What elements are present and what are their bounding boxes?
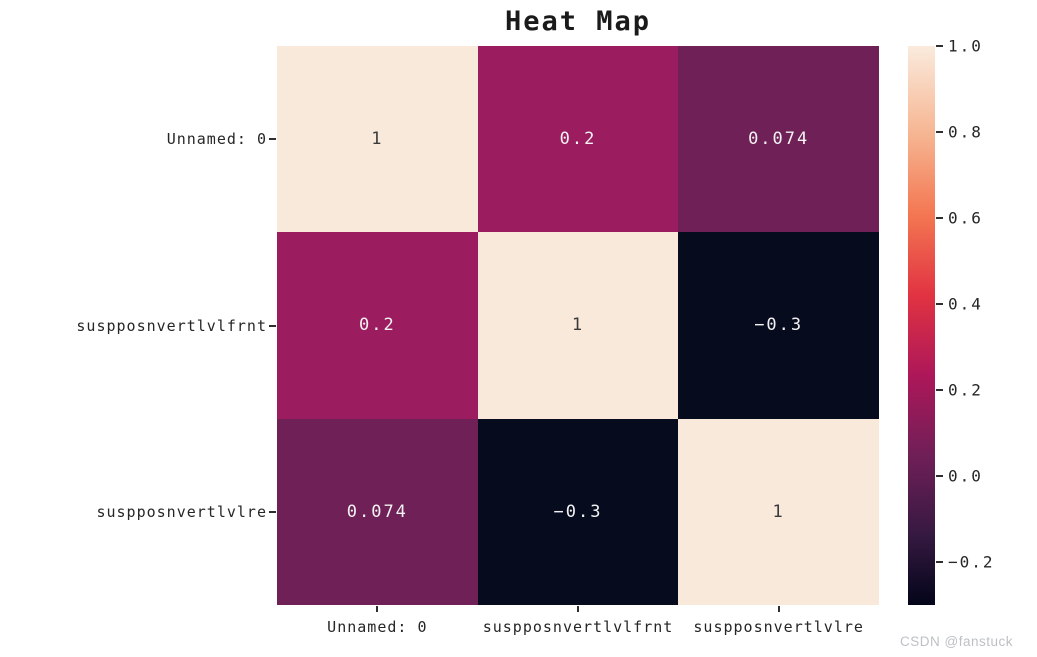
x-tick-2: [777, 606, 780, 612]
cell-value: −0.3: [553, 501, 603, 522]
x-axis-label-1: suspposnvertlvlfrnt: [482, 618, 674, 636]
cell-value: 1: [371, 129, 384, 150]
colorbar-tick-6: [936, 561, 943, 563]
x-tick-1: [577, 606, 579, 612]
colorbar-tick-label-6: −0.2: [948, 552, 995, 572]
cell-value: 1: [772, 501, 785, 522]
cell-value: 0.074: [748, 129, 810, 150]
y-tick-2: [269, 510, 276, 513]
y-tick-1: [269, 324, 276, 327]
colorbar-tick-label-0: 1.0: [948, 36, 983, 56]
x-axis-label-0: Unnamed: 0: [327, 618, 428, 636]
colorbar-tick-4: [936, 389, 943, 391]
heatmap-cell-r0c1: 0.2: [477, 46, 679, 233]
heatmap-plot: 1 0.2 0.074 0.2 1 −0.3 0.074 −0.3 1: [277, 46, 879, 605]
cell-value: −0.3: [754, 315, 804, 336]
y-axis-label-1: suspposnvertlvlfrnt: [76, 316, 267, 335]
heatmap-cell-r2c0: 0.074: [277, 418, 478, 605]
colorbar-tick-2: [936, 217, 943, 219]
colorbar-tick-label-1: 0.8: [948, 122, 983, 142]
colorbar-tick-1: [936, 131, 943, 133]
colorbar-tick-3: [936, 303, 943, 305]
colorbar-tick-5: [936, 475, 943, 477]
cell-value: 0.2: [559, 129, 597, 150]
heatmap-cell-r1c2: −0.3: [678, 232, 879, 419]
colorbar: [908, 46, 935, 605]
heatmap-cell-r1c0: 0.2: [277, 232, 478, 419]
y-axis-label-2: suspposnvertlvlre: [96, 502, 267, 521]
colorbar-tick-0: [936, 45, 943, 47]
heatmap-cell-r2c2: 1: [678, 418, 879, 605]
colorbar-tick-label-3: 0.4: [948, 294, 983, 314]
watermark: CSDN @fanstuck: [900, 634, 1013, 649]
y-tick-0: [269, 138, 276, 141]
cell-value: 0.2: [358, 315, 396, 336]
x-axis-label-2: suspposnvertlvlre: [693, 618, 864, 636]
heatmap-cell-r0c0: 1: [277, 46, 478, 233]
colorbar-tick-label-2: 0.6: [948, 208, 983, 228]
colorbar-tick-label-5: 0.0: [948, 466, 983, 486]
heatmap-cell-r2c1: −0.3: [477, 418, 679, 605]
cell-value: 1: [571, 315, 585, 336]
colorbar-tick-label-4: 0.2: [948, 380, 983, 400]
y-axis-label-0: Unnamed: 0: [166, 130, 267, 149]
heatmap-cell-r1c1: 1: [477, 232, 679, 419]
x-tick-0: [376, 606, 379, 612]
heatmap-cell-r0c2: 0.074: [678, 46, 879, 233]
chart-title: Heat Map: [504, 6, 652, 37]
cell-value: 0.074: [346, 501, 408, 522]
